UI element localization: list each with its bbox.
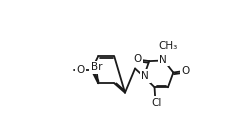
Text: N: N	[160, 55, 167, 65]
Text: O: O	[76, 65, 84, 75]
Text: CH₃: CH₃	[158, 41, 177, 51]
Text: N: N	[141, 71, 149, 81]
Text: Br: Br	[91, 62, 102, 72]
Text: O: O	[181, 65, 190, 75]
Text: O: O	[133, 54, 141, 64]
Text: Cl: Cl	[151, 98, 162, 108]
